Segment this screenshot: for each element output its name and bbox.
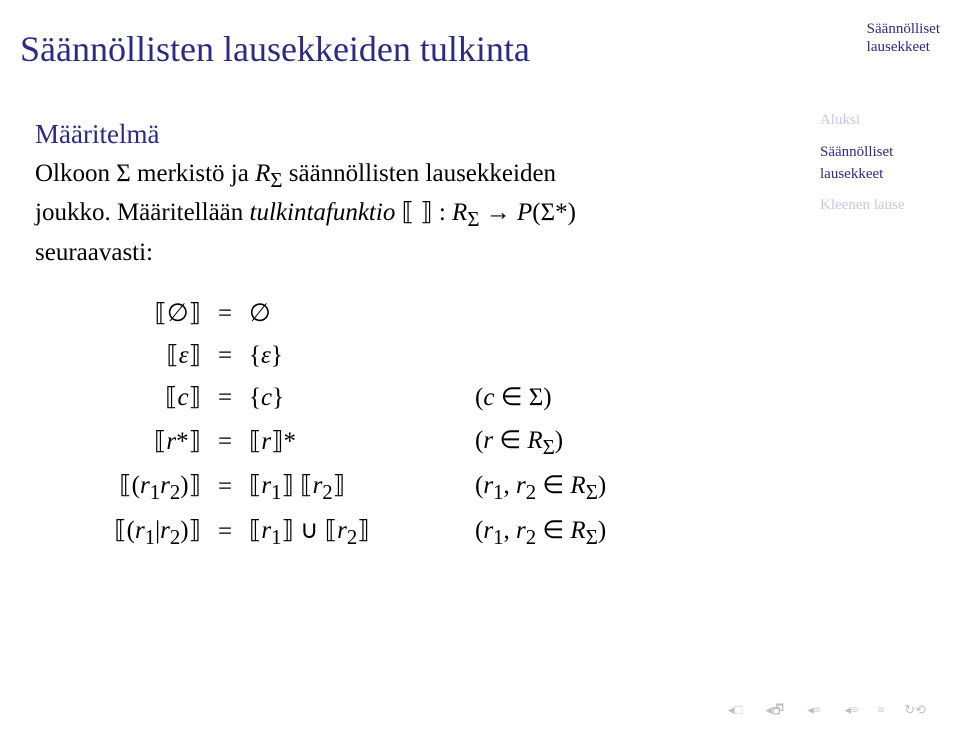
- eq-concat-lhs: ⟦(r1r2)⟧: [35, 465, 207, 510]
- nav-bar: ◂□ ◂🗗 ◂≡ ◂≡ ≡ ↻⟲: [722, 701, 932, 723]
- header-subtitle: Säännölliset lausekkeet: [867, 20, 940, 56]
- eq-empty-lhs: ⟦∅⟧: [35, 293, 207, 335]
- def-text-2b: tulkintafunktio: [250, 199, 396, 226]
- eq-eps-lhs: ⟦ε⟧: [35, 335, 207, 377]
- content-body: Määritelmä Olkoon Σ merkistö ja RΣ säänn…: [35, 115, 765, 555]
- eq-alt-rhs: ⟦r1⟧ ∪ ⟦r2⟧: [243, 510, 395, 555]
- nav-refresh-icon[interactable]: ↻⟲: [904, 702, 926, 717]
- eq-concat-cond: (r1, r2 ∈ RΣ): [395, 465, 612, 510]
- def-R2-sub: Σ: [467, 207, 479, 231]
- header-subtitle-line2: lausekkeet: [867, 39, 930, 55]
- equations-table: ⟦∅⟧ = ∅ ⟦ε⟧ = {ε} ⟦c⟧ = {c} (c ∈ Σ) ⟦r*⟧…: [35, 293, 612, 555]
- outline-sidebar: Aluksi Säännölliset lausekkeet Kleenen l…: [820, 110, 940, 217]
- sidebar-item-saannolliset-l1: Säännölliset: [820, 144, 893, 160]
- def-R1-sub: Σ: [270, 168, 282, 192]
- eq-c-lhs: ⟦c⟧: [35, 377, 207, 419]
- eq-row-concat: ⟦(r1r2)⟧ = ⟦r1⟧ ⟦r2⟧ (r1, r2 ∈ RΣ): [35, 465, 612, 510]
- eq-row-c: ⟦c⟧ = {c} (c ∈ Σ): [35, 377, 612, 419]
- eq-row-alt: ⟦(r1|r2)⟧ = ⟦r1⟧ ∪ ⟦r2⟧ (r1, r2 ∈ RΣ): [35, 510, 612, 555]
- eq-eps-cond: [395, 335, 612, 377]
- eq-star-cond: (r ∈ RΣ): [395, 420, 612, 465]
- def-text-1a: Olkoon Σ merkistö ja: [35, 160, 255, 187]
- eq-alt-lhs: ⟦(r1|r2)⟧: [35, 510, 207, 555]
- header-subtitle-line1: Säännölliset: [867, 21, 940, 37]
- definition-text: Olkoon Σ merkistö ja RΣ säännöllisten la…: [35, 156, 765, 271]
- eq-empty-eq: =: [207, 293, 243, 335]
- nav-sep-icon: ≡: [878, 702, 885, 717]
- sidebar-item-aluksi[interactable]: Aluksi: [820, 110, 940, 132]
- sidebar-item-saannolliset[interactable]: Säännölliset lausekkeet: [820, 142, 940, 186]
- nav-back-icon[interactable]: ◂≡: [807, 702, 821, 717]
- eq-row-eps: ⟦ε⟧ = {ε}: [35, 335, 612, 377]
- eq-star-lhs: ⟦r*⟧: [35, 420, 207, 465]
- sidebar-item-kleenen[interactable]: Kleenen lause: [820, 195, 940, 217]
- eq-eps-rhs: {ε}: [243, 335, 395, 377]
- eq-alt-cond: (r1, r2 ∈ RΣ): [395, 510, 612, 555]
- def-text-2c: ⟦ ⟧ :: [395, 199, 452, 226]
- eq-eps-eq: =: [207, 335, 243, 377]
- def-text-3: seuraavasti:: [35, 239, 153, 266]
- def-text-2e: →: [479, 199, 517, 226]
- def-text-2f: (Σ*): [532, 199, 576, 226]
- eq-concat-eq: =: [207, 465, 243, 510]
- nav-fwd-icon[interactable]: ◂≡: [845, 702, 859, 717]
- nav-prev-icon[interactable]: ◂🗗: [765, 702, 784, 717]
- slide: Säännöllisten lausekkeiden tulkinta Sään…: [0, 0, 960, 735]
- eq-c-eq: =: [207, 377, 243, 419]
- eq-row-star: ⟦r*⟧ = ⟦r⟧* (r ∈ RΣ): [35, 420, 612, 465]
- def-R1: R: [255, 160, 270, 187]
- eq-empty-cond: [395, 293, 612, 335]
- eq-row-empty: ⟦∅⟧ = ∅: [35, 293, 612, 335]
- eq-star-rhs: ⟦r⟧*: [243, 420, 395, 465]
- slide-title: Säännöllisten lausekkeiden tulkinta: [20, 28, 530, 70]
- eq-alt-eq: =: [207, 510, 243, 555]
- definition-heading: Määritelmä: [35, 115, 765, 154]
- eq-empty-rhs: ∅: [243, 293, 395, 335]
- eq-c-cond: (c ∈ Σ): [395, 377, 612, 419]
- eq-concat-rhs: ⟦r1⟧ ⟦r2⟧: [243, 465, 395, 510]
- eq-c-rhs: {c}: [243, 377, 395, 419]
- def-text-1b: säännöllisten lausekkeiden: [283, 160, 557, 187]
- def-P: P: [517, 199, 532, 226]
- def-text-2a: joukko. Määritellään: [35, 199, 250, 226]
- eq-star-eq: =: [207, 420, 243, 465]
- def-R2: R: [452, 199, 467, 226]
- sidebar-item-saannolliset-l2: lausekkeet: [820, 166, 883, 182]
- nav-first-icon[interactable]: ◂□: [728, 702, 742, 717]
